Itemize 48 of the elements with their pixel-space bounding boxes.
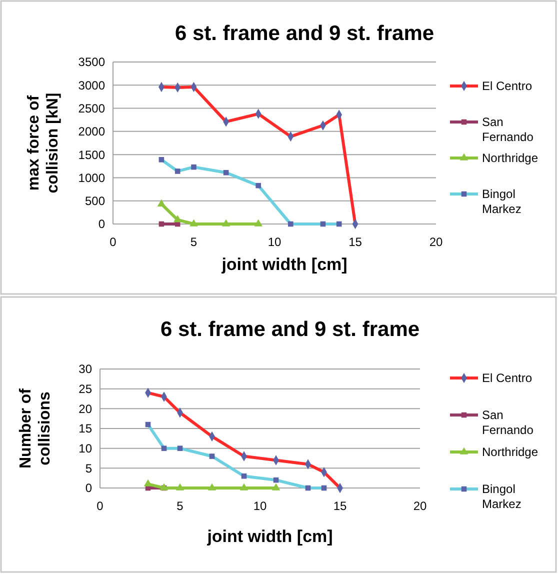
x-tick-label: 10 xyxy=(268,235,282,249)
legend-label: San Fernando xyxy=(482,408,534,438)
x-tick-label: 5 xyxy=(176,499,184,513)
legend-label: Bingol Markez xyxy=(482,187,522,216)
y-tick-label: 30 xyxy=(78,362,92,376)
y-tick-label: 2000 xyxy=(78,124,106,139)
y-tick-label: 1000 xyxy=(78,170,106,185)
legend-label: El Centro xyxy=(482,371,532,386)
y-tick-label: 3500 xyxy=(78,55,106,70)
y-tick-label: 15 xyxy=(78,422,92,436)
y-tick-label: 5 xyxy=(85,461,92,476)
point xyxy=(240,483,248,490)
y-tick-label: 10 xyxy=(78,442,92,456)
y-tick-label: 1500 xyxy=(78,148,106,162)
y-axis-title: Number of collisions xyxy=(17,388,54,468)
point xyxy=(157,199,166,206)
x-tick-label: 10 xyxy=(253,499,267,513)
chart-title: 6 st. frame and 9 st. frame xyxy=(174,22,434,45)
legend-label: Northridge xyxy=(482,151,538,166)
point xyxy=(190,219,198,226)
chart-title: 6 st. frame and 9 st. frame xyxy=(160,318,420,341)
legend-label: Northridge xyxy=(482,445,538,460)
y-tick-label: 0 xyxy=(98,217,106,232)
point xyxy=(222,219,230,226)
point xyxy=(176,483,184,490)
x-axis-title: joint width [cm] xyxy=(206,527,333,546)
point xyxy=(208,483,216,490)
y-tick-label: 2500 xyxy=(78,101,106,116)
y-tick-label: 20 xyxy=(78,402,92,416)
x-tick-label: 15 xyxy=(348,235,362,249)
y-axis-title: max force of collision [kN] xyxy=(25,92,62,194)
y-tick-label: 0 xyxy=(85,481,92,496)
legend-label: Bingol Markez xyxy=(482,482,522,512)
x-tick-label: 15 xyxy=(333,499,347,513)
x-tick-label: 5 xyxy=(190,235,198,249)
x-axis-title: joint width [cm] xyxy=(220,255,348,274)
legend-label: San Fernando xyxy=(482,115,534,144)
point xyxy=(254,219,263,226)
point xyxy=(272,483,280,490)
y-tick-label: 3000 xyxy=(78,78,106,92)
y-tick-label: 25 xyxy=(78,382,92,396)
point xyxy=(173,215,182,222)
legend-label: El Centro xyxy=(482,79,532,94)
y-tick-label: 500 xyxy=(84,194,106,208)
point xyxy=(144,479,152,486)
x-tick-label: 0 xyxy=(110,235,117,249)
x-tick-label: 20 xyxy=(413,499,427,513)
x-tick-label: 20 xyxy=(429,235,443,249)
